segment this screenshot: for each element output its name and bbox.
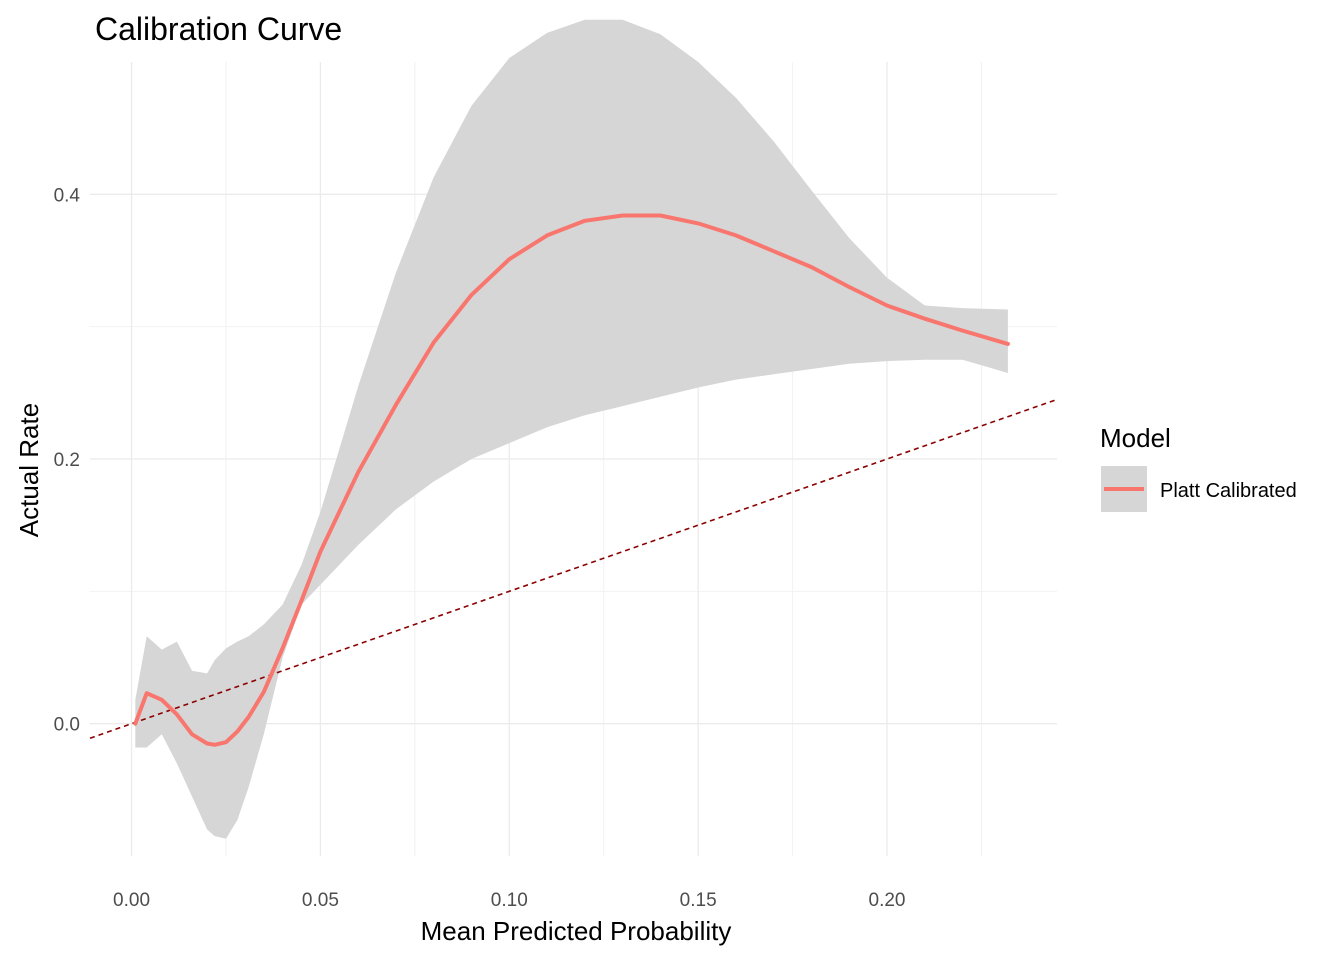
y-tick-label: 0.4 bbox=[54, 185, 81, 206]
chart-title: Calibration Curve bbox=[95, 11, 342, 47]
x-axis-title: Mean Predicted Probability bbox=[421, 916, 732, 946]
x-axis-ticks: 0.00 0.05 0.10 0.15 0.20 bbox=[113, 890, 905, 911]
platt-calibrated-line bbox=[133, 213, 1010, 747]
x-tick-label: 0.05 bbox=[302, 890, 339, 911]
legend: Model Platt Calibrated bbox=[1100, 423, 1297, 512]
confidence-band bbox=[135, 19, 1008, 839]
legend-title: Model bbox=[1100, 423, 1171, 453]
legend-label-platt-calibrated: Platt Calibrated bbox=[1160, 480, 1297, 502]
x-tick-label: 0.20 bbox=[869, 890, 906, 911]
x-tick-label: 0.00 bbox=[113, 890, 150, 911]
series-line-layer bbox=[89, 213, 1058, 747]
y-tick-label: 0.0 bbox=[54, 715, 80, 736]
reference-diagonal-line bbox=[89, 398, 1058, 739]
confidence-band-layer bbox=[135, 19, 1008, 839]
y-tick-label: 0.2 bbox=[54, 450, 80, 471]
x-tick-label: 0.15 bbox=[680, 890, 717, 911]
y-axis-ticks: 0.0 0.2 0.4 bbox=[54, 185, 81, 735]
y-axis-title: Actual Rate bbox=[14, 403, 44, 537]
x-tick-label: 0.10 bbox=[491, 890, 528, 911]
